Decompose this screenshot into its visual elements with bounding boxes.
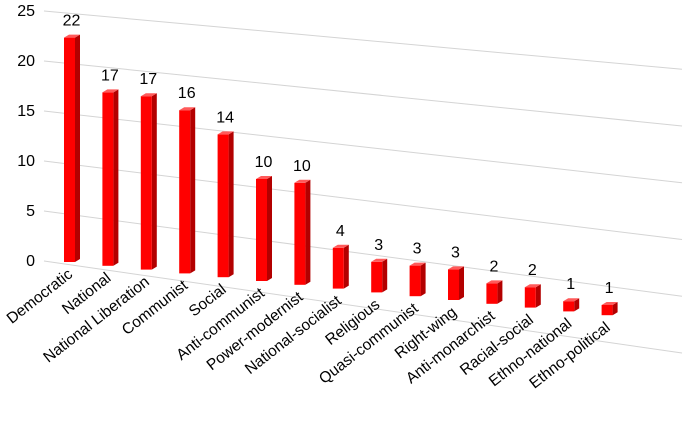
bar-value-label: 17 <box>139 71 157 88</box>
bar <box>332 244 349 289</box>
bar <box>256 176 272 281</box>
bar <box>371 258 388 293</box>
bar-top <box>217 131 234 135</box>
y-axis-ticks: 0 5 10 15 20 25 <box>17 3 35 270</box>
bar-side <box>420 262 426 297</box>
y-tick-label: 20 <box>17 53 35 70</box>
bar-side <box>113 89 119 266</box>
bar-front <box>217 134 229 278</box>
bar-top <box>179 107 196 111</box>
y-tick-label: 25 <box>17 3 35 20</box>
y-tick-label: 15 <box>17 103 35 120</box>
bar-side <box>151 93 157 270</box>
bar-value-label: 2 <box>489 258 498 275</box>
bar-front <box>332 247 344 289</box>
bar-value-label: 3 <box>451 244 460 261</box>
gridlines <box>43 10 683 354</box>
bar <box>524 284 541 308</box>
bar <box>217 131 234 278</box>
bar-front <box>294 182 306 285</box>
gridline <box>43 10 683 70</box>
bar-front <box>256 179 267 281</box>
bar-side <box>190 107 196 274</box>
bar-front <box>601 305 613 316</box>
bar <box>563 298 580 312</box>
bar <box>486 280 503 304</box>
bar-side <box>497 280 503 304</box>
bar-value-label: 16 <box>178 85 196 102</box>
gridline <box>43 110 683 184</box>
bar-front <box>64 37 75 262</box>
bar-value-label: 2 <box>528 262 537 279</box>
bar-top <box>256 176 272 179</box>
bar-top <box>371 258 388 262</box>
bar-front <box>140 96 152 270</box>
bar <box>179 107 196 274</box>
bar-value-label: 10 <box>293 158 311 175</box>
bar-value-label: 4 <box>336 223 345 240</box>
bar-front <box>486 283 498 304</box>
bar-top <box>448 266 464 270</box>
bar-side <box>612 302 618 316</box>
x-category-label: Democratic <box>4 266 76 328</box>
bar-side <box>574 298 580 312</box>
bar-side <box>459 266 464 300</box>
bar-front <box>409 265 421 297</box>
bar-value-label: 17 <box>101 67 119 84</box>
gridline <box>43 160 683 240</box>
bar-front <box>563 301 575 312</box>
bar-side <box>267 176 272 281</box>
bar <box>601 302 618 316</box>
bar-value-label: 22 <box>63 13 81 30</box>
bar-value-label: 14 <box>216 109 234 126</box>
bar-side <box>343 244 349 289</box>
bar <box>409 262 426 297</box>
bar-value-label: 3 <box>374 237 383 254</box>
bar-top <box>486 280 503 284</box>
bar-front <box>179 110 191 274</box>
bar-top <box>332 244 349 248</box>
bar <box>140 93 157 270</box>
bar-top <box>64 34 80 38</box>
bar-value-label: 1 <box>605 280 614 297</box>
bar-top <box>563 298 580 302</box>
bar-front <box>448 269 459 300</box>
y-tick-label: 5 <box>26 203 35 220</box>
gridline <box>43 260 683 354</box>
bar <box>294 179 311 285</box>
bar-top <box>140 93 157 97</box>
bar <box>102 89 119 266</box>
bar-value-label: 1 <box>566 276 575 293</box>
bar-value-label: 10 <box>255 154 273 171</box>
bar-top <box>601 302 618 305</box>
bar-front <box>524 287 536 308</box>
bar-top <box>102 89 119 93</box>
bar-top <box>524 284 541 288</box>
bar-side <box>535 284 541 308</box>
bars <box>64 34 618 316</box>
y-tick-label: 10 <box>17 153 35 170</box>
bar-front <box>102 92 114 266</box>
bar <box>448 266 464 300</box>
bar-value-label: 3 <box>413 241 422 258</box>
bar-side <box>305 179 311 285</box>
gridline <box>43 60 683 127</box>
y-tick-label: 0 <box>26 253 35 270</box>
bar <box>64 34 80 262</box>
bar-side <box>75 34 80 262</box>
bar-side <box>382 258 388 293</box>
bar-front <box>371 261 383 293</box>
bar-top <box>409 262 426 266</box>
bar-top <box>294 179 311 183</box>
bar-side <box>228 131 234 278</box>
